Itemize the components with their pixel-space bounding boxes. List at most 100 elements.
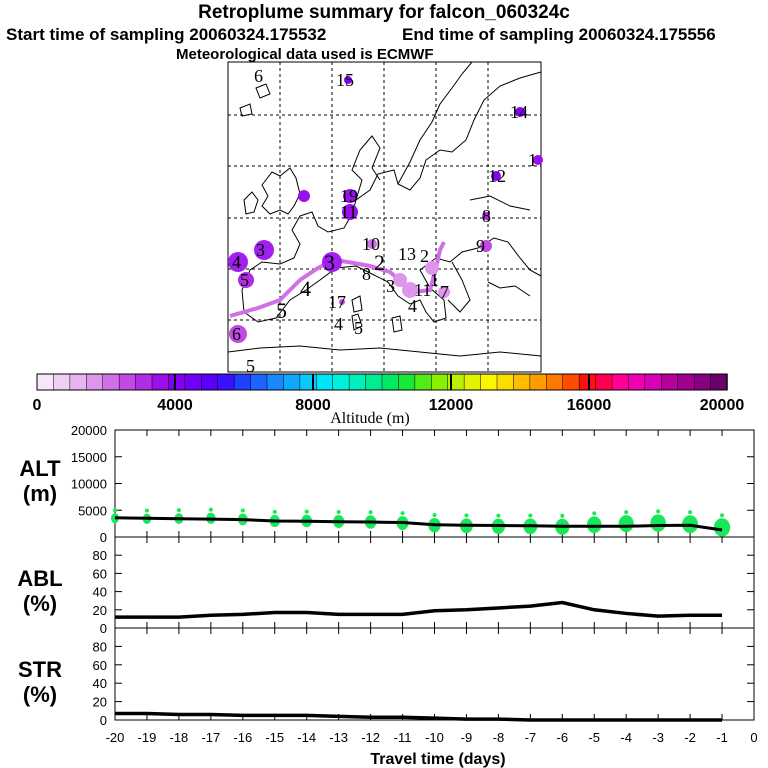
colorbar-tick-label: 20000 (700, 397, 745, 414)
map-label: 12 (488, 166, 506, 186)
alt-point-minor (368, 510, 373, 515)
map-label: 7 (440, 282, 449, 302)
colorbar-cell (53, 373, 71, 391)
x-tick-label: -1 (716, 730, 728, 745)
colorbar-cell (595, 373, 613, 391)
y-tick-label: 10000 (71, 477, 107, 492)
y-tick-label: 40 (93, 585, 107, 600)
x-tick-label: -12 (361, 730, 380, 745)
colorbar-cell (168, 373, 186, 391)
y-tick-label: 15000 (71, 450, 107, 465)
alt-point-minor (208, 507, 213, 512)
plume-marker (533, 155, 543, 165)
start-time-label: Start time of sampling 20060324.175532 (6, 25, 327, 44)
plume-marker (342, 204, 358, 220)
colorbar-cell (661, 373, 679, 391)
x-tick-label: -10 (425, 730, 444, 745)
x-tick-label: -7 (525, 730, 537, 745)
alt-point-minor (336, 509, 341, 514)
map-label: 3 (386, 276, 395, 296)
y-tick-label: 20000 (71, 423, 107, 438)
map-label: 2 (420, 246, 429, 266)
map-coastlines (227, 61, 542, 357)
panel-unit: (%) (23, 682, 57, 707)
x-tick-label: -15 (265, 730, 284, 745)
x-tick-label: -16 (233, 730, 252, 745)
alt-point (650, 514, 666, 532)
alt-point-minor (464, 513, 469, 518)
altitude-colorbar: 0 4000 8000 12000 16000 20000 Altitude (… (33, 373, 745, 427)
y-tick-label: 40 (93, 676, 107, 691)
alt-point-minor (176, 508, 181, 513)
colorbar-tick-label: 4000 (157, 397, 193, 414)
colorbar-cell (151, 373, 170, 391)
map-label: 6 (232, 324, 241, 344)
colorbar-cell (118, 373, 137, 391)
alt-point (618, 515, 634, 533)
plume-markers (228, 76, 543, 343)
str-line (115, 711, 723, 722)
alt-point-minor (624, 510, 629, 515)
map-label: 4 (300, 276, 311, 301)
map-label: 5 (354, 318, 363, 338)
x-tick-label: -5 (588, 730, 600, 745)
alt-point-minor (528, 513, 533, 518)
alt-point-minor (688, 510, 693, 515)
panel-abl: 0 20 40 60 80 ABL(%) (17, 536, 755, 636)
colorbar-tick-label: 8000 (295, 397, 331, 414)
colorbar-cell (381, 373, 400, 391)
x-tick-label: -13 (329, 730, 348, 745)
colorbar-cell (233, 373, 252, 391)
trajectory-line (229, 241, 446, 318)
x-tick-label: -18 (170, 730, 189, 745)
map-label: 19 (340, 186, 358, 206)
alt-point-minor (272, 509, 277, 514)
map-label: 3 (324, 250, 335, 275)
colorbar-cell (463, 373, 482, 391)
map-label: 1 (430, 270, 439, 290)
colorbar-cell (201, 373, 219, 391)
alt-point-minor (720, 513, 725, 518)
met-data-label: Meteorological data used is ECMWF (176, 46, 434, 63)
map-label: 3 (256, 240, 265, 260)
colorbar-cell (69, 373, 88, 391)
colorbar-cell (480, 373, 498, 391)
map-label: 6 (254, 66, 263, 86)
plume-marker (339, 299, 345, 305)
europe-map: 6 15 14 1 12 19 11 8 9 10 3 4 5 6 5 4 3 … (227, 61, 543, 376)
colorbar-cell (398, 373, 416, 391)
plume-marker (344, 76, 352, 84)
map-frame (227, 61, 542, 373)
plume-marker (322, 252, 342, 272)
map-label: 5 (246, 356, 255, 376)
colorbar-cell (546, 373, 564, 391)
colorbar-cell (529, 373, 548, 391)
colorbar-label: Altitude (m) (330, 410, 410, 427)
plume-marker (343, 189, 357, 203)
colorbar-cell (562, 373, 580, 391)
plume-marker (425, 261, 439, 275)
y-tick-label: 80 (93, 548, 107, 563)
y-tick-label: 0 (100, 621, 107, 636)
alt-point-minor (113, 508, 117, 513)
alt-point-minor (432, 513, 437, 518)
plume-marker (367, 239, 377, 249)
plume-marker (491, 171, 501, 181)
colorbar-cell (102, 373, 120, 391)
alt-point (586, 516, 602, 533)
plume-marker (482, 212, 490, 220)
colorbar-cell (135, 373, 153, 391)
alt-mean-line (114, 516, 723, 532)
end-time-label: End time of sampling 20060324.175556 (402, 25, 716, 44)
map-label: 4 (334, 314, 343, 334)
plume-marker (238, 272, 254, 288)
x-tick-label: -2 (684, 730, 696, 745)
panel-label: STR (18, 657, 62, 682)
map-label: 4 (408, 296, 417, 316)
map-label: 5 (240, 270, 249, 290)
colorbar-cell (266, 373, 285, 391)
map-label: 11 (340, 202, 357, 222)
alt-point (713, 518, 731, 537)
